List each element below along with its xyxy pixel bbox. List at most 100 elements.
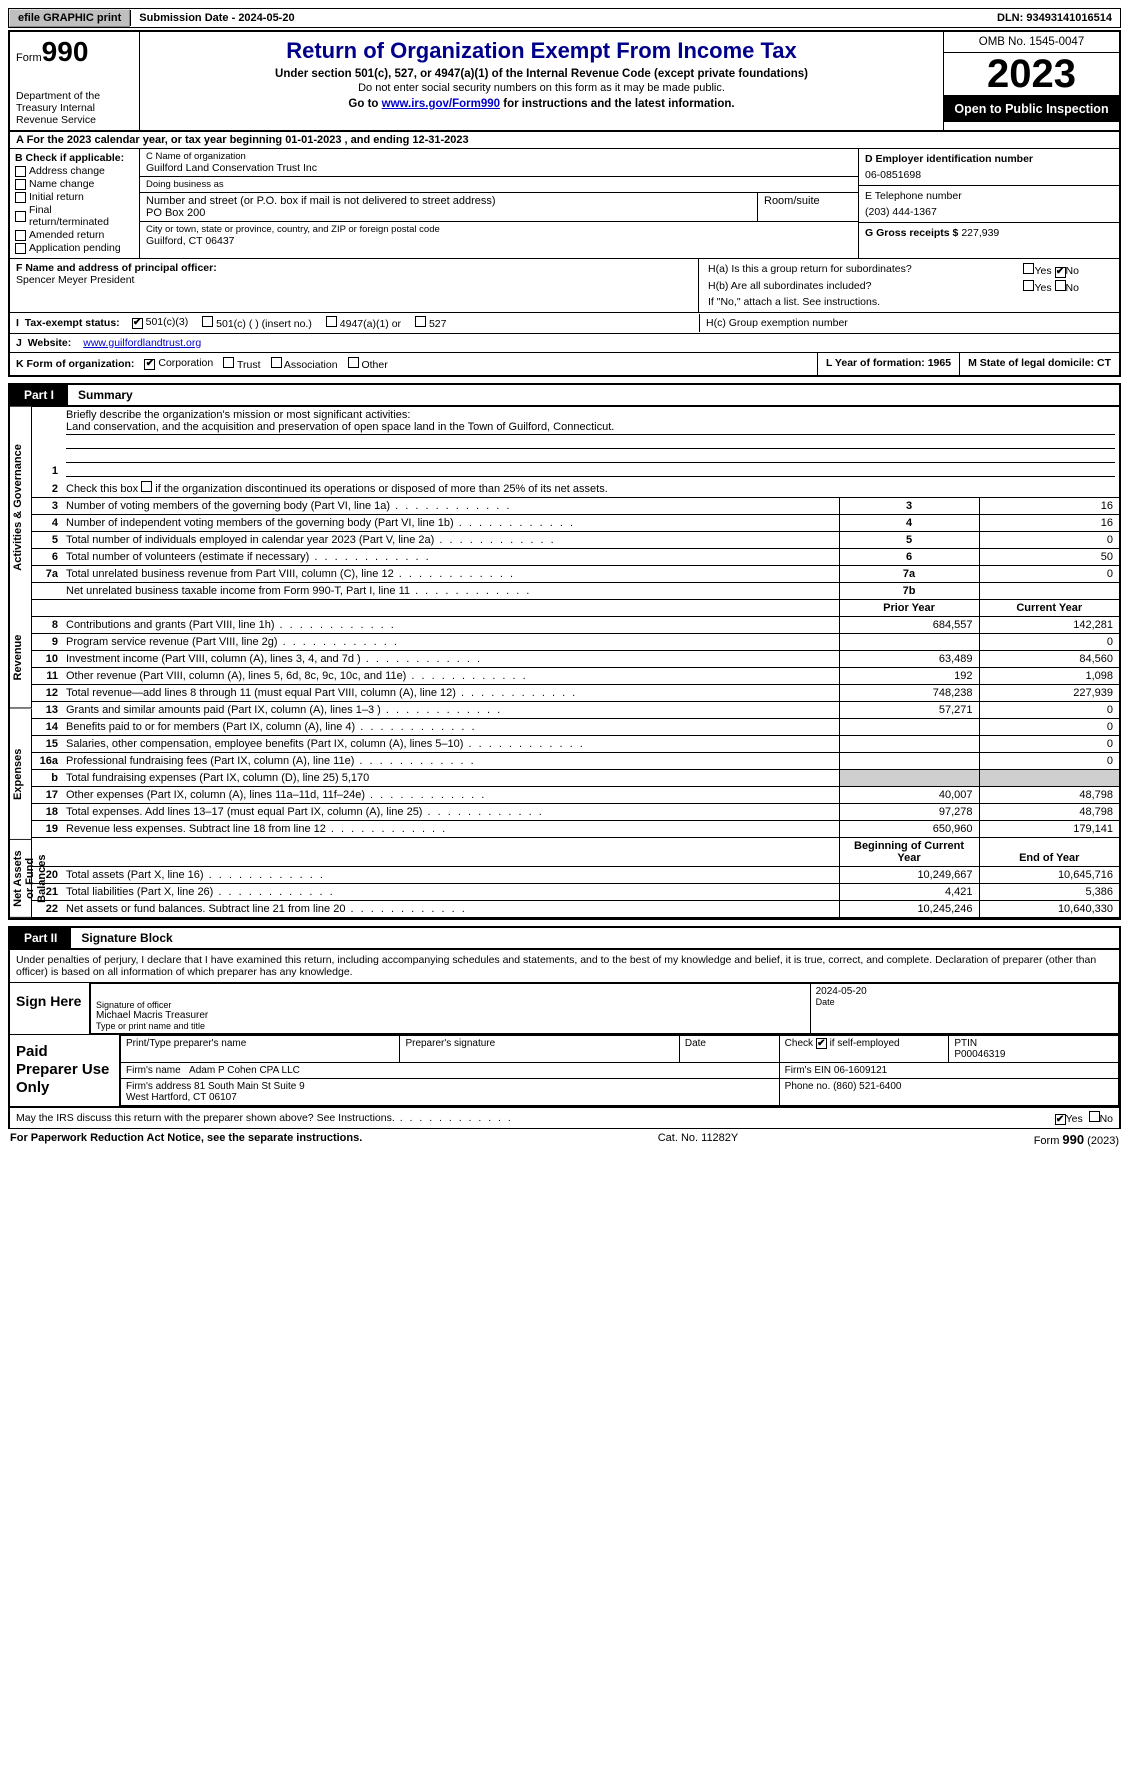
line-box: 6 [839, 548, 979, 565]
website-link[interactable]: www.guilfordlandtrust.org [83, 337, 201, 349]
lbl-name-change: Name change [29, 178, 94, 190]
chk-trust[interactable] [223, 357, 234, 368]
line-val: 0 [979, 565, 1119, 582]
chk-501c3[interactable] [132, 318, 143, 329]
chk-discontinued[interactable] [141, 481, 152, 492]
chk-assoc[interactable] [271, 357, 282, 368]
footer-right: Form 990 (2023) [1034, 1132, 1119, 1147]
page-footer: For Paperwork Reduction Act Notice, see … [8, 1129, 1121, 1150]
top-bar: efile GRAPHIC print Submission Date - 20… [8, 8, 1121, 28]
line-desc: Contributions and grants (Part VIII, lin… [62, 616, 839, 633]
lbl-527: 527 [429, 318, 447, 330]
chk-self-emp[interactable] [816, 1038, 827, 1049]
sig-date-label: Date [816, 997, 1113, 1007]
curr-val: 142,281 [979, 616, 1119, 633]
lbl-address-change: Address change [29, 165, 105, 177]
subtitle-3: Go to www.irs.gov/Form990 for instructio… [148, 98, 935, 110]
prior-val: 748,238 [839, 684, 979, 701]
prep-date-label: Date [685, 1038, 706, 1049]
ha-yes[interactable] [1023, 263, 1034, 274]
lbl-final-return: Final return/terminated [29, 204, 134, 228]
curr-val: 84,560 [979, 650, 1119, 667]
street-value: PO Box 200 [146, 207, 751, 219]
chk-final-return[interactable] [15, 211, 26, 222]
part1-header: Part I Summary [8, 383, 1121, 407]
city-value: Guilford, CT 06437 [146, 235, 852, 247]
row-l: L Year of formation: 1965 [818, 353, 960, 375]
line-num: 8 [32, 616, 62, 633]
line-num: 11 [32, 667, 62, 684]
part2-body: Under penalties of perjury, I declare th… [8, 950, 1121, 1108]
j-text: Website: [28, 337, 72, 349]
ha-no[interactable] [1055, 267, 1066, 278]
curr-val: 48,798 [979, 786, 1119, 803]
paid-preparer-row: Paid Preparer Use Only Print/Type prepar… [10, 1034, 1119, 1106]
line-num: b [32, 769, 62, 786]
curr-val: 1,098 [979, 667, 1119, 684]
line-box: 7b [839, 582, 979, 599]
subtitle-1: Under section 501(c), 527, or 4947(a)(1)… [148, 68, 935, 80]
vlabel-activities: Activities & Governance [10, 407, 32, 608]
discuss-yes[interactable] [1055, 1114, 1066, 1125]
chk-name-change[interactable] [15, 179, 26, 190]
hb-yes[interactable] [1023, 280, 1034, 291]
line-num: 13 [32, 701, 62, 718]
chk-amended[interactable] [15, 230, 26, 241]
efile-print-button[interactable]: efile GRAPHIC print [9, 9, 130, 27]
line-desc: Total expenses. Add lines 13–17 (must eq… [62, 803, 839, 820]
dba-label: Doing business as [146, 179, 852, 190]
ein-value: 06-0851698 [865, 169, 1113, 181]
part1-title: Summary [68, 385, 143, 405]
prior-val: 40,007 [839, 786, 979, 803]
ptin-value: P00046319 [954, 1049, 1005, 1060]
discuss-no[interactable] [1089, 1111, 1100, 1122]
line-desc: Salaries, other compensation, employee b… [62, 735, 839, 752]
line-desc: Other expenses (Part IX, column (A), lin… [62, 786, 839, 803]
prior-val: 57,271 [839, 701, 979, 718]
line-desc: Total assets (Part X, line 16) [62, 866, 839, 883]
chk-app-pending[interactable] [15, 243, 26, 254]
chk-initial-return[interactable] [15, 192, 26, 203]
omb-number: OMB No. 1545-0047 [944, 32, 1119, 53]
part1-table: 1 Briefly describe the organization's mi… [32, 407, 1119, 918]
curr-val: 0 [979, 701, 1119, 718]
chk-4947[interactable] [326, 316, 337, 327]
chk-corp[interactable] [144, 359, 155, 370]
gross-value: 227,939 [961, 227, 999, 239]
chk-527[interactable] [415, 316, 426, 327]
tax-year: 2023 [944, 53, 1119, 96]
line-desc: Total liabilities (Part X, line 26) [62, 883, 839, 900]
footer-left: For Paperwork Reduction Act Notice, see … [10, 1132, 362, 1147]
hb-no[interactable] [1055, 280, 1066, 291]
curr-val: 0 [979, 718, 1119, 735]
officer-label: F Name and address of principal officer: [16, 262, 692, 274]
line2-text2: if the organization discontinued its ope… [155, 483, 608, 495]
firm-phone: (860) 521-6400 [833, 1081, 901, 1092]
line-num: 3 [32, 497, 62, 514]
lbl-corp: Corporation [158, 357, 213, 369]
chk-other[interactable] [348, 357, 359, 368]
curr-val: 0 [979, 633, 1119, 650]
line-val: 0 [979, 531, 1119, 548]
line-desc: Total revenue—add lines 8 through 11 (mu… [62, 684, 839, 701]
curr-val [979, 769, 1119, 786]
line-num: 14 [32, 718, 62, 735]
lbl-app-pending: Application pending [29, 242, 121, 254]
form-number: 990 [42, 36, 89, 67]
header-mid: Return of Organization Exempt From Incom… [140, 32, 944, 130]
dept-treasury: Department of the Treasury Internal Reve… [16, 90, 133, 126]
curr-val: 227,939 [979, 684, 1119, 701]
submission-date: Submission Date - 2024-05-20 [130, 10, 302, 26]
chk-address-change[interactable] [15, 166, 26, 177]
self-emp: Check if self-employed [785, 1038, 900, 1049]
form990-link[interactable]: www.irs.gov/Form990 [382, 98, 500, 110]
curr-val: 0 [979, 752, 1119, 769]
line-box: 5 [839, 531, 979, 548]
prior-val [839, 718, 979, 735]
line-num: 15 [32, 735, 62, 752]
discuss-yes-lbl: Yes [1066, 1113, 1083, 1125]
chk-501c[interactable] [202, 316, 213, 327]
prior-val: 10,249,667 [839, 866, 979, 883]
curr-val: 0 [979, 735, 1119, 752]
line-desc: Number of voting members of the governin… [62, 497, 839, 514]
